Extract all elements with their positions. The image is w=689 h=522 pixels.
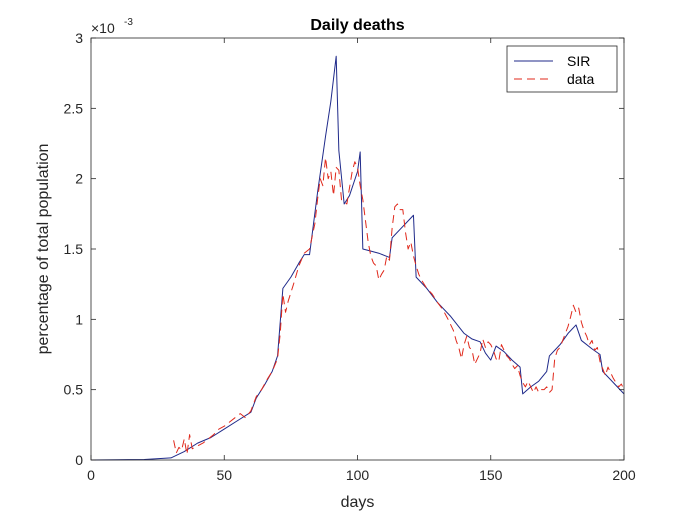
y-axis-label: percentage of total population	[35, 144, 52, 355]
legend-box	[506, 45, 618, 93]
series-line-data	[173, 157, 625, 455]
y-tick-label: 0	[75, 452, 83, 468]
y-tick-label: 2	[75, 171, 83, 187]
y-multiplier-base: ×10	[91, 20, 115, 36]
x-axis-label: days	[341, 494, 375, 511]
x-tick-label: 150	[479, 467, 503, 483]
y-tick-label: 2.5	[64, 100, 84, 116]
legend-label-sir: SIR	[567, 53, 590, 69]
series-layer	[90, 55, 625, 461]
y-multiplier: ×10 -3	[91, 17, 133, 36]
x-tick-label: 100	[346, 467, 370, 483]
y-tick-label: 3	[75, 30, 83, 46]
x-tick-label: 200	[612, 467, 636, 483]
x-tick-label: 0	[87, 467, 95, 483]
y-tick-label: 1	[75, 311, 83, 327]
x-tick-label: 50	[216, 467, 232, 483]
legend-label-data: data	[567, 71, 594, 87]
legend: SIR data	[506, 45, 618, 93]
chart-title: Daily deaths	[310, 17, 404, 34]
plot-area	[91, 38, 624, 460]
y-multiplier-exponent: -3	[124, 17, 133, 28]
y-tick-label: 0.5	[64, 382, 84, 398]
y-tick-label: 1.5	[64, 241, 84, 257]
axes-layer: 0 50 100 150 200 0 0.5 1 1.5 2 2.5 3	[64, 30, 636, 483]
